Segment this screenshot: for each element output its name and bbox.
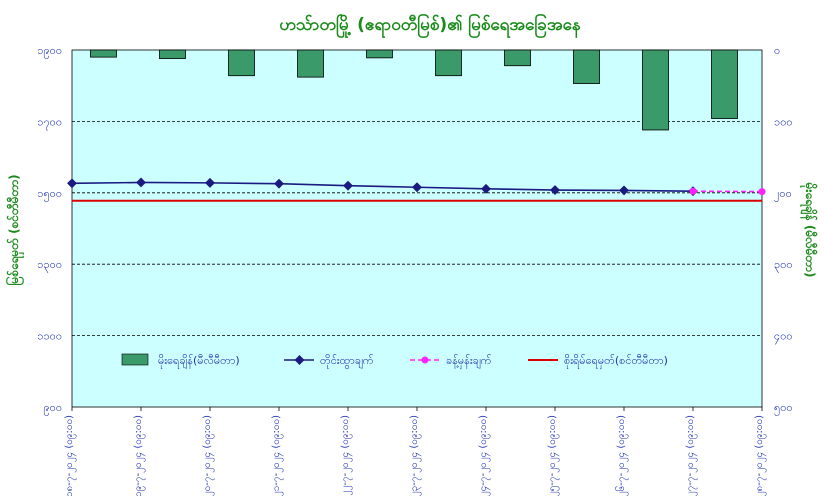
rainfall-bar (297, 49, 324, 78)
x-tick-label: ၁၉-၇-၂၀၂၄ (၀၉:၀၀) (133, 415, 146, 496)
rainfall-bar (573, 49, 600, 84)
legend: မိုးရေချိန်(မီလီမီတာ) တိုင်းထွာချက် ခန့်မှ… (121, 353, 668, 369)
water-level-point (481, 183, 491, 194)
x-tick-label: ၂၈-၇-၂၀၂၄ (၀၉:၀၀) (754, 415, 767, 496)
rainfall-bar (435, 49, 462, 77)
rainfall-bar (159, 49, 186, 59)
x-tick-label: ၂၆-၇-၂၀၂၄ (၀၉:၀၀) (614, 415, 629, 496)
x-tick-label: ၂၁-၇-၂၀၂၄ (၀၉:၀၀) (271, 415, 284, 496)
legend-label: စိုးရိမ်ရေမှတ်(စင်တီမီတာ) (564, 354, 668, 369)
right-tick-label: ၃၀၀ (774, 258, 793, 273)
legend-marker-forecast (421, 356, 429, 364)
left-tick-label: ၁၉၀၀ (37, 44, 62, 59)
chart-title: ဟသ်ာတမြို့ (ဧရာဝတီမြစ်)၏ မြစ်ရေအခြေအနေ (279, 12, 580, 39)
x-tick-label: ၂၂-၇-၂၀၂၄ (၀၉:၀၀) (340, 415, 353, 496)
rainfall-bar (504, 49, 531, 67)
water-level-point (550, 185, 560, 195)
left-tick-label: ၉၀၀ (43, 401, 62, 416)
water-level-path (71, 181, 694, 193)
left-tick-label: ၁၃၀၀ (37, 258, 62, 273)
rainfall-bar (642, 49, 669, 131)
water-level-point (412, 182, 422, 193)
left-axis-ticks: ၉၀၀ ၁၁၀၀ ၁၃၀၀ ၁၅၀၀ ၁၇၀၀ ၁၉၀၀ (37, 44, 62, 416)
forecast-line (689, 187, 766, 196)
rainfall-bar (366, 49, 393, 59)
x-tick-label: ၂၄-၇-၂၀၂၄ (၀၉:၀၀) (478, 415, 491, 496)
water-level-line (67, 177, 698, 197)
right-axis-ticks: ၅၀၀ ၄၀၀ ၃၀၀ ၂၀၀ ၁၀၀ ၀ (774, 44, 793, 416)
x-tick-label: ၂၀-၇-၂၀၂၄ (၀၉:၀၀) (202, 415, 215, 496)
water-level-point (274, 178, 284, 189)
left-tick-label: ၁၁၀၀ (37, 330, 62, 343)
left-tick-label: ၁၅၀၀ (37, 187, 62, 202)
right-tick-label: ၁၀၀ (774, 115, 793, 128)
legend-swatch-rainfall (121, 353, 149, 366)
legend-label: မိုးရေချိန်(မီလီမီတာ) (158, 354, 240, 369)
rainfall-bar (90, 49, 117, 58)
forecast-point (689, 187, 697, 195)
right-tick-label: ၀ (774, 44, 780, 57)
rainfall-bars (90, 49, 738, 131)
legend-label: ခန့်မှန်းချက် (446, 354, 492, 369)
right-tick-label: ၄၀၀ (774, 330, 793, 345)
right-tick-label: ၂၀၀ (774, 187, 792, 202)
left-tick-label: ၁၇၀၀ (37, 115, 62, 130)
water-level-point (205, 177, 215, 188)
water-level-point (136, 177, 146, 188)
forecast-point (758, 188, 766, 196)
x-tick-label: ၁၈-၇-၂၀၂၄ (၀၉:၀၀) (64, 415, 77, 496)
legend-marker-level (294, 355, 305, 365)
rainfall-bar (228, 49, 255, 77)
x-tick-label: ၂၇-၇-၂၀၂၄ (၀၉:၀၀) (685, 415, 698, 496)
left-axis-title: မြစ်ရေမှတ် (စင်တီမီတာ) (4, 174, 25, 285)
water-level-point (343, 180, 353, 191)
water-level-point (67, 178, 77, 189)
right-tick-label: ၅၀၀ (774, 401, 793, 416)
rainfall-bar (711, 49, 738, 119)
x-tick-label: ၂၅-၇-၂၀၂၄ (၀၉:၀၀) (547, 415, 560, 496)
legend-label: တိုင်းထွာချက် (320, 354, 374, 369)
right-axis-title: မိုးရေချိန် (မီလီမီတာ) (799, 182, 819, 278)
x-tick-label: ၂၃-၇-၂၀၂၄ (၀၉:၀၀) (409, 415, 422, 496)
x-axis-ticks: ၁၈-၇-၂၀၂၄ (၀၉:၀၀) ၁၉-၇-၂၀၂၄ (၀၉:၀၀) ၂၀-၇-၂… (64, 407, 767, 496)
water-level-point (619, 185, 629, 196)
